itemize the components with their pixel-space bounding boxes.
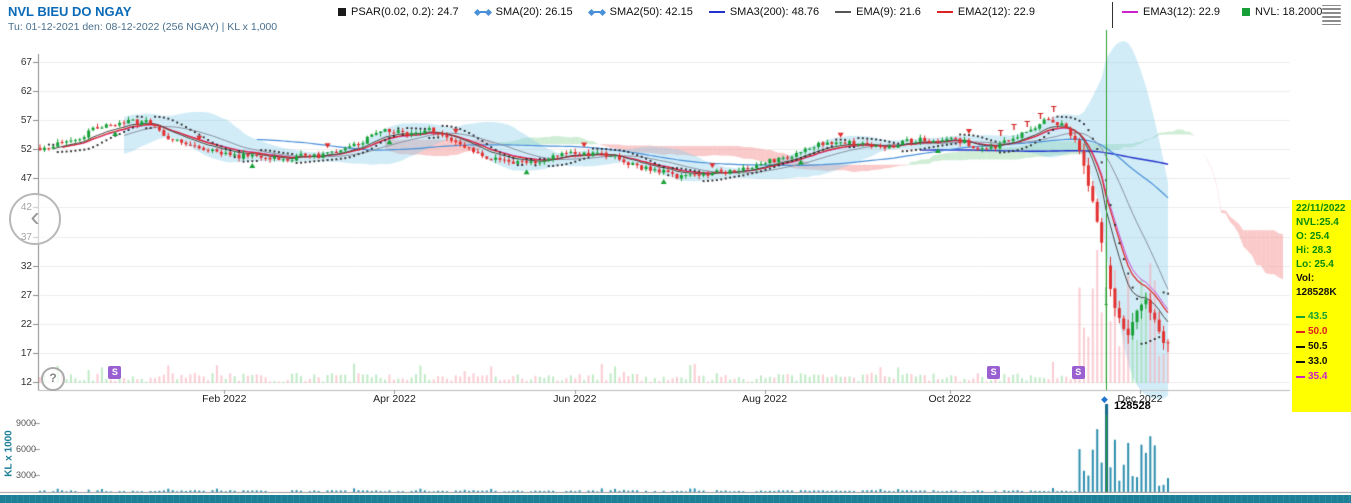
price-tick-label: 12: [20, 377, 32, 388]
back-button[interactable]: ‹: [9, 193, 61, 245]
quote-row: Hi: 28.3: [1296, 245, 1332, 256]
volume-tick-label: 3000: [15, 470, 36, 480]
quote-row: NVL:25.4: [1296, 217, 1339, 228]
legend-item[interactable]: PSAR(0.02, 0.2): 24.7: [338, 6, 459, 18]
level-value: 35.4: [1308, 370, 1328, 382]
quote-row: O: 25.4: [1296, 231, 1330, 242]
price-level-row: 35.4: [1296, 369, 1350, 384]
line-icon: [708, 11, 725, 13]
level-value: 50.0: [1308, 325, 1328, 337]
menu-bar: [1322, 4, 1341, 7]
quote-date: 22/11/2022: [1296, 203, 1346, 214]
help-button[interactable]: ?: [41, 367, 65, 391]
quote-vol-label: Vol:: [1296, 273, 1315, 284]
volume-tick-label: 6000: [15, 444, 36, 454]
legend-item-label: NVL: 18.2000: [1255, 6, 1323, 18]
legend-item[interactable]: EMA2(12): 22.9: [936, 6, 1035, 18]
price-tick-label: 57: [20, 115, 32, 127]
sell-signal-badge: S: [987, 366, 1001, 379]
menu-bar: [1322, 19, 1341, 22]
date-tick-label: Oct 2022: [928, 393, 972, 405]
level-value: 50.5: [1308, 340, 1328, 352]
price-level-row: 33.0: [1296, 354, 1350, 369]
price-tick-label: 32: [20, 260, 32, 272]
date-tick-label: Feb 2022: [202, 393, 247, 405]
legend-item-label: EMA3(12): 22.9: [1143, 6, 1221, 18]
quote-row: Lo: 25.4: [1296, 259, 1334, 270]
square-icon: [1242, 8, 1251, 16]
price-tick-label: 67: [20, 57, 32, 68]
page-title: NVL BIEU DO NGAY: [8, 4, 132, 19]
diamond-line-icon: [473, 8, 492, 16]
legend-item[interactable]: EMA3(12): 22.9: [1122, 6, 1220, 18]
quote-vol-value: 128528K: [1296, 287, 1337, 298]
legend-item[interactable]: SMA3(200): 48.76: [708, 6, 820, 18]
menu-bar: [1322, 8, 1341, 11]
menu-icon[interactable]: [1322, 3, 1346, 27]
level-value: 43.5: [1308, 310, 1328, 322]
line-icon: [835, 11, 852, 13]
level-line-icon: [1296, 360, 1305, 363]
menu-bar: [1322, 16, 1341, 18]
indicator-legend-right: EMA3(12): 22.9 NVL: 18.2000: [1122, 6, 1322, 18]
volume-spike-label: 128528: [1114, 400, 1151, 412]
date-tick-label: Dec 2022: [1117, 393, 1163, 405]
legend-item-label: SMA2(50): 42.15: [609, 6, 693, 18]
level-value: 33.0: [1308, 355, 1328, 367]
legend-item-label: PSAR(0.02, 0.2): 24.7: [351, 6, 459, 18]
level-line-icon: [1296, 330, 1305, 333]
legend-item-label: SMA3(200): 48.76: [729, 6, 820, 18]
legend-item-label: EMA2(12): 22.9: [957, 6, 1035, 18]
menu-bar: [1322, 12, 1341, 14]
legend-separator: [1112, 2, 1113, 28]
price-level-row: 50.5: [1296, 339, 1350, 354]
timeline-scrollbar[interactable]: [0, 495, 1351, 503]
quote-info-box: 22/11/2022 NVL:25.4 O: 25.4 Hi: 28.3 Lo: 25…: [1292, 200, 1351, 412]
line-icon: [936, 11, 953, 13]
square-icon: [338, 8, 346, 16]
volume-axis-title: KL x 1000: [3, 430, 15, 477]
price-tick-label: 52: [20, 144, 32, 156]
level-line-icon: [1296, 315, 1305, 318]
legend-item-label: SMA(20): 26.15: [495, 6, 573, 18]
legend-item[interactable]: EMA(9): 21.6: [835, 6, 921, 18]
price-level-legend: 43.5 50.0 50.5 33.0 35.4: [1296, 309, 1350, 384]
sell-signal-badge: S: [1071, 366, 1085, 379]
date-tick-label: Jun 2022: [553, 393, 597, 405]
price-tick-label: 22: [20, 318, 32, 330]
indicator-legend: PSAR(0.02, 0.2): 24.7 SMA(20): 26.15 SMA2(…: [338, 6, 1035, 18]
menu-bar: [1322, 23, 1341, 26]
quote-rows: NVL:25.4 O: 25.4 Hi: 28.3 Lo: 25.4: [1296, 216, 1350, 272]
legend-item-label: EMA(9): 21.6: [856, 6, 921, 18]
chart-period-subtitle: Tu: 01-12-2021 den: 08-12-2022 (256 NGAY…: [8, 21, 278, 33]
level-line-icon: [1296, 375, 1305, 378]
legend-item[interactable]: SMA2(50): 42.15: [587, 6, 693, 18]
price-level-row: 50.0: [1296, 324, 1350, 339]
volume-tick-label: 9000: [15, 418, 36, 428]
date-tick-label: Apr 2022: [373, 393, 416, 405]
line-icon: [1122, 11, 1138, 13]
price-tick-label: 62: [20, 86, 32, 98]
sell-signal-badge: S: [108, 366, 122, 379]
legend-item[interactable]: NVL: 18.2000: [1242, 6, 1322, 18]
level-line-icon: [1296, 345, 1305, 348]
legend-item[interactable]: SMA(20): 26.15: [473, 6, 573, 18]
price-tick-label: 27: [20, 289, 32, 301]
volume-spike-marker-icon: ◆: [1101, 394, 1108, 404]
price-level-row: 43.5: [1296, 309, 1350, 324]
price-tick-label: 47: [20, 173, 32, 185]
date-tick-label: Aug 2022: [742, 393, 788, 405]
price-tick-label: 17: [20, 347, 32, 359]
diamond-line-icon: [587, 8, 606, 16]
